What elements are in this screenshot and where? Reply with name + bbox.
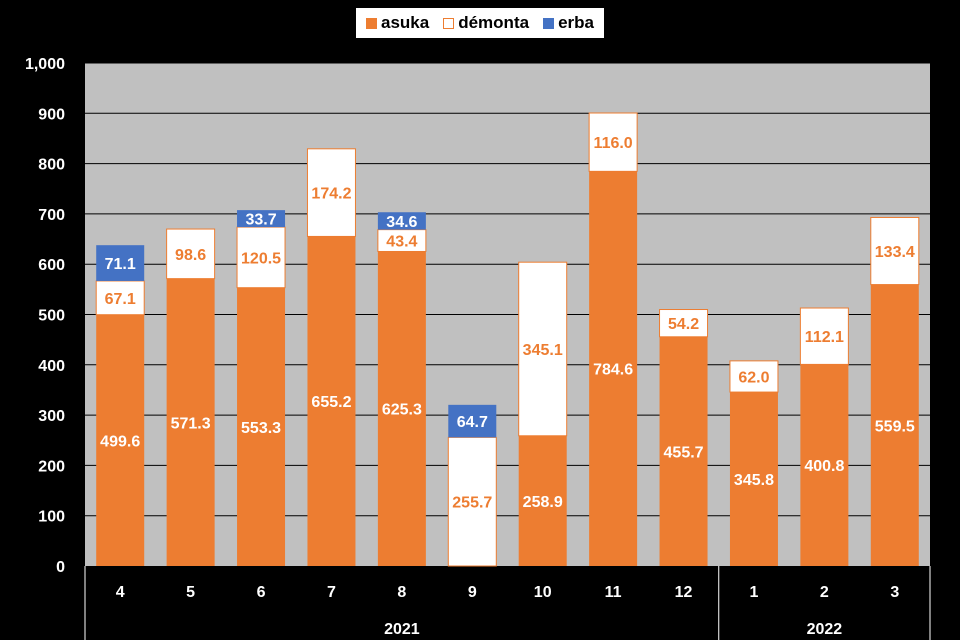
bar-démonta-9 <box>447 436 497 567</box>
bar-asuka-10 <box>518 435 567 566</box>
bar-asuka-2 <box>800 364 849 566</box>
bar-erba-6 <box>237 210 286 228</box>
bar-démonta-7 <box>306 148 356 237</box>
legend-label-erba: erba <box>558 13 594 32</box>
y-tick-label: 900 <box>38 106 65 123</box>
bar-démonta-12 <box>659 309 709 338</box>
bar-démonta-5 <box>166 228 216 280</box>
data-label-démonta-12: 54.2 <box>668 316 699 333</box>
x-tick-label: 6 <box>257 584 266 601</box>
data-label-démonta-2: 112.1 <box>805 329 844 346</box>
data-label-asuka-1: 345.8 <box>734 472 774 489</box>
y-tick-label: 800 <box>38 157 65 174</box>
y-tick-label: 600 <box>38 257 65 274</box>
bar-asuka-8 <box>377 251 426 566</box>
bar-asuka-7 <box>307 236 356 567</box>
data-label-démonta-9: 255.7 <box>452 495 492 512</box>
data-label-démonta-3: 133.4 <box>875 244 915 261</box>
bar-asuka-11 <box>589 171 638 567</box>
x-tick-label: 9 <box>468 584 477 601</box>
data-label-asuka-4: 499.6 <box>100 433 140 450</box>
bar-asuka-5 <box>166 278 215 566</box>
y-tick-label: 1,000 <box>25 56 65 73</box>
data-label-asuka-6: 553.3 <box>241 420 281 437</box>
data-label-démonta-1: 62.0 <box>738 369 769 386</box>
x-tick-label: 4 <box>116 584 125 601</box>
y-tick-label: 400 <box>38 358 65 375</box>
bar-erba-4 <box>96 245 145 281</box>
data-label-asuka-8: 625.3 <box>382 402 422 419</box>
legend-swatch-demonta <box>443 17 455 29</box>
bar-erba-9 <box>448 404 497 438</box>
bar-démonta-2 <box>799 307 849 365</box>
data-label-erba-4: 71.1 <box>105 256 136 273</box>
data-label-asuka-7: 655.2 <box>311 394 351 411</box>
y-tick-label: 200 <box>38 458 65 475</box>
bar-démonta-8 <box>377 229 427 252</box>
y-tick-label: 0 <box>56 559 65 576</box>
data-label-démonta-4: 67.1 <box>105 291 136 308</box>
bar-asuka-1 <box>729 392 778 566</box>
data-label-démonta-8: 43.4 <box>386 234 417 251</box>
x-tick-label: 1 <box>750 584 759 601</box>
x-tick-label: 2 <box>820 584 829 601</box>
x-tick-label: 3 <box>890 584 899 601</box>
data-label-démonta-10: 345.1 <box>523 342 563 359</box>
x-tick-label: 10 <box>534 584 552 601</box>
data-label-erba-6: 33.7 <box>245 212 276 229</box>
bar-démonta-1 <box>729 360 779 393</box>
data-label-démonta-6: 120.5 <box>241 250 281 267</box>
data-label-asuka-12: 455.7 <box>664 444 704 461</box>
x-tick-label: 5 <box>186 584 195 601</box>
legend-swatch-asuka <box>366 17 378 29</box>
bar-démonta-10 <box>518 261 568 437</box>
x-tick-label: 12 <box>675 584 693 601</box>
data-label-asuka-2: 400.8 <box>804 458 844 475</box>
legend: asuka démonta erba <box>356 8 604 38</box>
bar-asuka-6 <box>237 287 286 566</box>
legend-item-asuka: asuka <box>366 13 429 33</box>
legend-item-erba: erba <box>543 13 594 33</box>
legend-label-asuka: asuka <box>381 13 430 32</box>
bar-asuka-4 <box>96 314 145 566</box>
data-label-démonta-7: 174.2 <box>311 186 351 203</box>
x-group-label-2021: 2021 <box>384 621 420 638</box>
y-tick-label: 300 <box>38 408 65 425</box>
bar-démonta-11 <box>588 112 638 172</box>
x-tick-label: 7 <box>327 584 336 601</box>
data-label-asuka-11: 784.6 <box>593 362 633 379</box>
bar-asuka-12 <box>659 336 708 566</box>
y-tick-label: 500 <box>38 308 65 325</box>
x-tick-label: 8 <box>397 584 406 601</box>
data-label-démonta-5: 98.6 <box>175 247 206 264</box>
data-label-erba-8: 34.6 <box>386 214 417 231</box>
legend-swatch-erba <box>543 17 555 29</box>
y-tick-label: 700 <box>38 207 65 224</box>
bar-asuka-3 <box>870 284 919 566</box>
y-tick-label: 100 <box>38 509 65 526</box>
legend-label-demonta: démonta <box>458 13 530 32</box>
data-label-erba-9: 64.7 <box>457 414 488 431</box>
bar-démonta-3 <box>870 216 920 286</box>
x-tick-label: 11 <box>605 584 622 601</box>
data-label-asuka-3: 559.5 <box>875 418 915 435</box>
legend-item-demonta: démonta <box>443 13 529 33</box>
x-group-label-2022: 2022 <box>807 621 843 638</box>
bar-démonta-6 <box>236 226 286 289</box>
bar-erba-8 <box>377 212 426 230</box>
data-label-asuka-10: 258.9 <box>523 494 563 511</box>
data-label-asuka-5: 571.3 <box>171 415 211 432</box>
data-label-démonta-11: 116.0 <box>594 135 633 152</box>
